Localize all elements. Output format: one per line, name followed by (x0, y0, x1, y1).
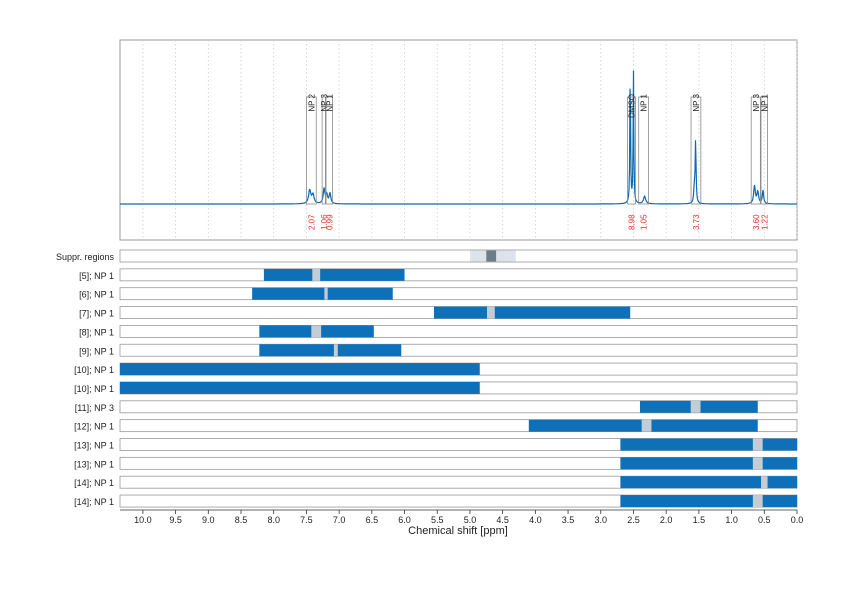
row-track (119, 324, 798, 338)
row-label: Suppr. regions (56, 252, 115, 262)
row-label: [13]; NP 1 (74, 459, 114, 469)
row-label: [12]; NP 1 (74, 422, 114, 432)
multiplet-center-marker (641, 419, 652, 432)
x-axis: 10.0 9.5 9.0 8.5 8.0 7.5 7.0 6.5 6.0 5.5 5.0 4.5 4.0… (120, 509, 804, 525)
integration-region-box (627, 96, 636, 205)
region-label: NP 1 (760, 93, 769, 111)
multiplet-center-marker (752, 457, 763, 470)
row-label: [10]; NP 1 (74, 384, 114, 394)
multiplet-center-marker (761, 476, 768, 489)
integration-region-box (750, 96, 761, 205)
row-track (119, 400, 798, 414)
region-label: NP 3 (320, 93, 329, 111)
spectrum-line (120, 70, 797, 205)
row-label: [10]; NP 1 (74, 365, 114, 375)
x-tick-label: 4.5 (496, 515, 509, 525)
x-tick-label: 0.0 (791, 515, 804, 525)
integral-value: 8.98 (628, 214, 637, 230)
multiplet-bar (252, 287, 393, 300)
x-tick-label: 6.0 (398, 515, 411, 525)
row-track (119, 249, 798, 263)
integral-value: 3.60 (752, 214, 761, 230)
x-tick-label: 2.5 (627, 515, 640, 525)
region-label: NP 2 (307, 93, 316, 111)
row-track (119, 268, 798, 282)
region-label: NP 3 (752, 93, 761, 111)
multiplet-bar (433, 306, 631, 319)
multiplet-bar (620, 438, 797, 451)
integration-region-box (638, 96, 649, 205)
x-tick-label: 5.5 (431, 515, 444, 525)
multiplet-bar (120, 381, 480, 394)
x-tick-label: 1.0 (725, 515, 738, 525)
x-tick-label: 0.5 (758, 515, 771, 525)
integration-region-box (306, 96, 317, 205)
x-tick-label: 8.0 (267, 515, 280, 525)
integral-value: 2.07 (307, 214, 316, 230)
row-track (119, 343, 798, 357)
multiplet-center-marker (752, 438, 763, 451)
x-tick-label: 9.0 (202, 515, 215, 525)
multiplet-center-marker (486, 306, 495, 319)
integration-region-box (760, 96, 768, 205)
x-axis-label: Chemical shift [ppm] (408, 525, 508, 537)
multiplet-bar (620, 495, 797, 508)
x-tick-label: 8.5 (235, 515, 248, 525)
x-tick-label: 4.0 (529, 515, 542, 525)
row-label: [5]; NP 1 (79, 271, 114, 281)
multiplet-center-marker (324, 287, 328, 300)
x-tick-label: 3.0 (595, 515, 608, 525)
multiplet-center-marker (752, 495, 763, 508)
multiplet-center-marker (311, 325, 322, 338)
row-track (119, 287, 798, 301)
x-tick-label: 9.5 (169, 515, 182, 525)
multiplet-center-marker (333, 344, 338, 357)
spectrum-frame (119, 39, 798, 241)
row-label: [13]; NP 1 (74, 441, 114, 451)
row-label: [7]; NP 1 (79, 309, 114, 319)
multiplet-bar (120, 363, 480, 376)
multiplet-center-marker (690, 400, 701, 413)
integral-value: 1.06 (320, 214, 329, 230)
integral-value: 3.73 (692, 214, 701, 230)
suppression-core (486, 250, 497, 262)
multiplet-bar (259, 344, 402, 357)
integral-value: 0.99 (325, 214, 334, 230)
region-label: NP 1 (325, 93, 334, 111)
x-tick-label: 3.5 (562, 515, 575, 525)
region-label: DMSO (628, 94, 637, 118)
integral-value: 1.22 (760, 214, 769, 230)
row-label: [8]; NP 1 (79, 327, 114, 337)
x-tick-label: 10.0 (134, 515, 152, 525)
spectrum-panel: NP 2 2.07 NP 3 1.06 NP 1 0.99 DMSO 8.98 NP 1 1.05… (119, 39, 798, 241)
integration-region-box (690, 96, 702, 205)
row-label: [9]; NP 1 (79, 346, 114, 356)
multiplet-bar (263, 268, 405, 281)
region-label: NP 3 (692, 93, 701, 111)
row-label: [14]; NP 1 (74, 497, 114, 507)
x-tick-label: 2.0 (660, 515, 673, 525)
row-label: [14]; NP 1 (74, 478, 114, 488)
x-tick-label: 1.5 (693, 515, 706, 525)
row-label: [6]; NP 1 (79, 290, 114, 300)
x-tick-label: 7.0 (333, 515, 346, 525)
x-tick-label: 6.5 (366, 515, 379, 525)
x-tick-label: 7.5 (300, 515, 313, 525)
multiplet-rows-panel: Suppr. regions [5]; NP 1 [6]; NP 1 [7]; NP … (56, 249, 798, 508)
multiplet-bar (620, 476, 797, 489)
x-tick-label: 5.0 (464, 515, 477, 525)
multiplet-bar (620, 457, 797, 470)
row-label: [11]; NP 3 (75, 403, 114, 413)
multiplet-center-marker (312, 268, 321, 281)
integral-value: 1.05 (640, 214, 649, 230)
integration-region-box (321, 96, 326, 205)
region-label: NP 1 (640, 93, 649, 111)
integration-region-box (325, 96, 333, 205)
